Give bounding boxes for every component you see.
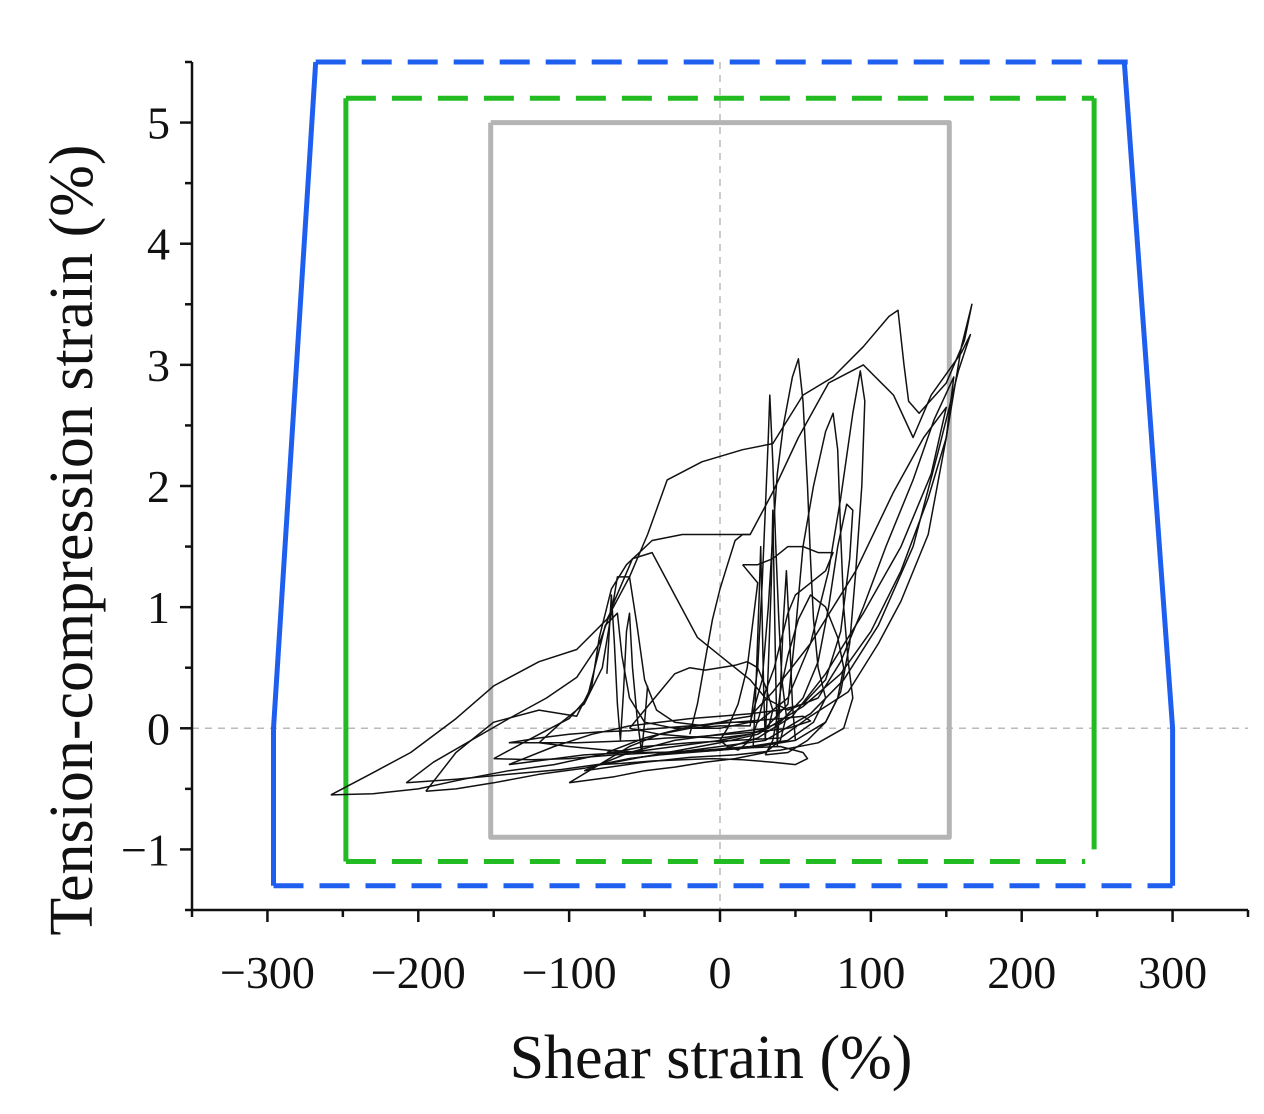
hysteresis-response-segment-17: [689, 533, 751, 735]
reference-lines: [192, 62, 1248, 910]
blue-limit-boundary-segment-2: [271, 61, 319, 886]
hysteresis-response-segment-13: [508, 715, 812, 744]
hysteresis-response-segment-10: [628, 660, 774, 739]
hysteresis-response-segment-3: [405, 376, 955, 784]
y-tick-label: −1: [121, 824, 170, 875]
x-tick-label: 300: [1138, 947, 1207, 998]
gray-limit-boundary: [488, 120, 952, 840]
y-tick-label: 5: [147, 98, 170, 149]
hysteresis-response-segment-4: [538, 406, 948, 754]
axes: −300 −200 −100 0 100 200 300 −1 0 1 2 3 4 5: [121, 60, 1250, 998]
y-axis-title: Tension-compression strain (%): [38, 144, 106, 935]
hysteresis-response-segment-2: [425, 333, 972, 793]
blue-limit-boundary-segment-4: [1121, 61, 1176, 886]
hysteresis-response-segment-8: [606, 370, 866, 754]
x-tick-label: −300: [220, 947, 315, 998]
x-tick-label: 100: [836, 947, 905, 998]
gray-limit-boundary-segment-1: [488, 120, 952, 840]
hysteresis-response-segment-16: [752, 509, 797, 748]
y-axis-ticks: −1 0 1 2 3 4 5: [121, 60, 192, 912]
x-tick-label: −100: [522, 947, 617, 998]
y-tick-label: 0: [147, 703, 170, 754]
x-tick-label: 0: [709, 947, 732, 998]
hysteresis-response-segment-7: [583, 412, 854, 772]
hysteresis-response-segment-14: [599, 745, 809, 766]
x-axis-title: Shear strain (%): [510, 1024, 913, 1092]
hysteresis-response: [330, 303, 973, 796]
hysteresis-response-segment-9: [508, 503, 854, 766]
y-tick-label: 3: [147, 340, 170, 391]
x-tick-label: 200: [987, 947, 1056, 998]
y-tick-label: 4: [147, 219, 170, 270]
y-tick-label: 1: [147, 582, 170, 633]
x-axis-ticks: −300 −200 −100 0 100 200 300: [190, 910, 1250, 998]
y-tick-label: 2: [147, 461, 170, 512]
blue-limit-boundary: [271, 59, 1176, 889]
hysteresis-response-segment-12: [764, 594, 845, 756]
data-series: [271, 59, 1176, 889]
hysteresis-response-segment-15: [606, 594, 649, 754]
hysteresis-response-segment-11: [719, 545, 834, 751]
hysteresis-response-segment-6: [568, 394, 788, 784]
green-limit-boundary: [343, 95, 1097, 864]
x-tick-label: −200: [371, 947, 466, 998]
